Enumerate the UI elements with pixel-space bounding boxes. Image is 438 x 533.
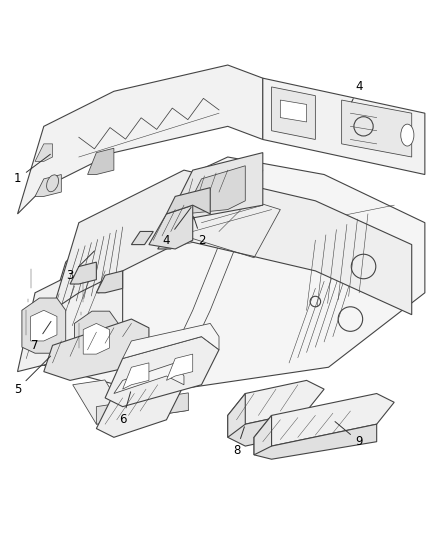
Polygon shape [114, 392, 147, 403]
Polygon shape [132, 371, 188, 415]
Polygon shape [96, 271, 123, 293]
Polygon shape [105, 336, 219, 407]
Polygon shape [35, 157, 425, 393]
Text: 7: 7 [31, 321, 51, 352]
Polygon shape [228, 411, 307, 446]
Polygon shape [35, 144, 53, 161]
Ellipse shape [46, 175, 59, 192]
Polygon shape [272, 87, 315, 140]
Polygon shape [228, 381, 324, 424]
Polygon shape [74, 311, 118, 366]
Text: 5: 5 [14, 356, 51, 395]
Polygon shape [263, 78, 425, 174]
Polygon shape [166, 354, 193, 381]
Polygon shape [18, 258, 123, 372]
Polygon shape [96, 402, 129, 424]
Text: 9: 9 [335, 422, 363, 448]
Polygon shape [342, 100, 412, 157]
Ellipse shape [401, 124, 414, 146]
Polygon shape [44, 319, 149, 381]
Polygon shape [96, 376, 184, 437]
Polygon shape [53, 170, 412, 314]
Polygon shape [114, 363, 184, 393]
Text: 8: 8 [233, 427, 244, 457]
Polygon shape [280, 100, 307, 122]
Polygon shape [156, 393, 188, 415]
Polygon shape [123, 363, 149, 389]
Polygon shape [254, 415, 272, 455]
Text: 3: 3 [67, 251, 95, 282]
Text: 4: 4 [162, 207, 191, 247]
Polygon shape [149, 205, 193, 249]
Polygon shape [35, 174, 61, 197]
Polygon shape [228, 393, 245, 437]
Polygon shape [254, 393, 394, 446]
Polygon shape [73, 380, 129, 424]
Polygon shape [31, 310, 57, 341]
Polygon shape [166, 188, 210, 214]
Polygon shape [22, 298, 66, 353]
Polygon shape [18, 65, 263, 214]
Polygon shape [184, 166, 245, 214]
Polygon shape [131, 231, 153, 245]
Polygon shape [83, 324, 110, 354]
Text: 1: 1 [14, 154, 50, 185]
Polygon shape [158, 236, 180, 249]
Polygon shape [254, 424, 377, 459]
Text: 6: 6 [119, 392, 131, 426]
Text: 2: 2 [194, 216, 205, 247]
Polygon shape [166, 152, 263, 223]
Polygon shape [88, 148, 114, 174]
Polygon shape [123, 324, 219, 359]
Text: 4: 4 [352, 80, 363, 102]
Polygon shape [70, 262, 96, 284]
